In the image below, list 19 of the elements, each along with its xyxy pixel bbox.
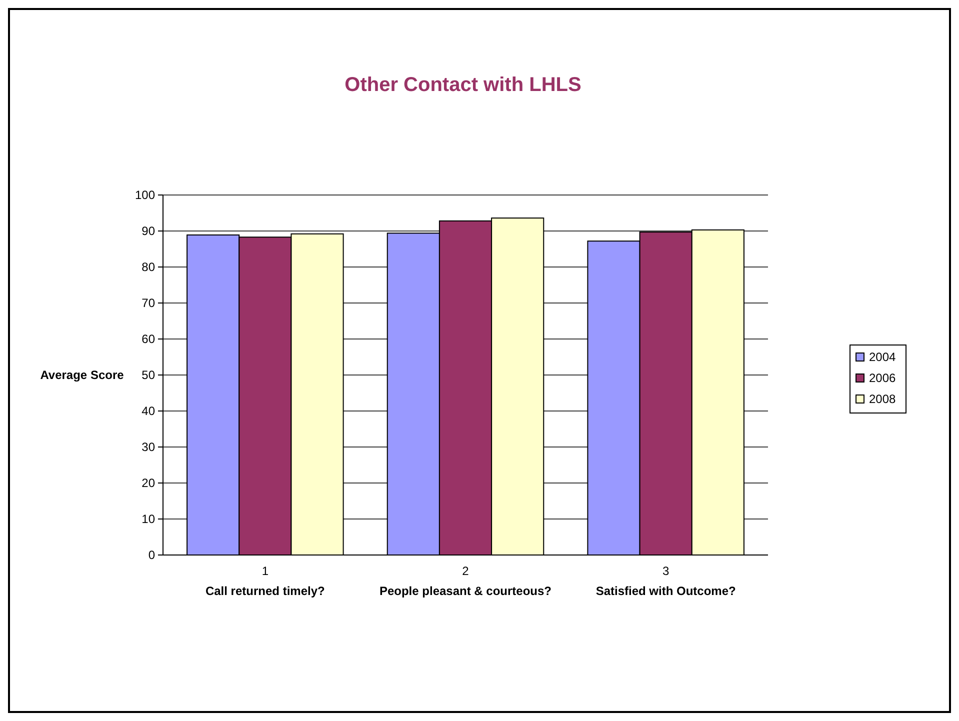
x-tick-label: 2 People pleasant & courteous?	[379, 564, 552, 598]
legend-label: 2008	[869, 392, 896, 406]
y-tick-label: 70	[142, 296, 156, 310]
x-tick-label: 3 Satisfied with Outcome?	[596, 564, 736, 598]
y-tick-label: 40	[142, 404, 156, 418]
x-tick-label: 1 Call returned timely?	[205, 564, 325, 598]
y-axis-title: Average Score	[40, 368, 124, 382]
y-tick-label: 90	[142, 224, 156, 238]
chart-title: Other Contact with LHLS	[344, 74, 582, 96]
legend-label: 2004	[869, 350, 896, 364]
legend-label: 2006	[869, 371, 896, 385]
y-tick-label: 80	[142, 260, 156, 274]
y-tick-label: 0	[148, 548, 156, 562]
y-tick-label: 30	[142, 440, 156, 454]
y-tick-label: 10	[142, 512, 156, 526]
y-tick-label: 50	[142, 368, 156, 382]
y-tick-label: 20	[142, 476, 156, 490]
y-tick-label: 60	[142, 332, 156, 346]
y-tick-label: 100	[134, 188, 156, 202]
